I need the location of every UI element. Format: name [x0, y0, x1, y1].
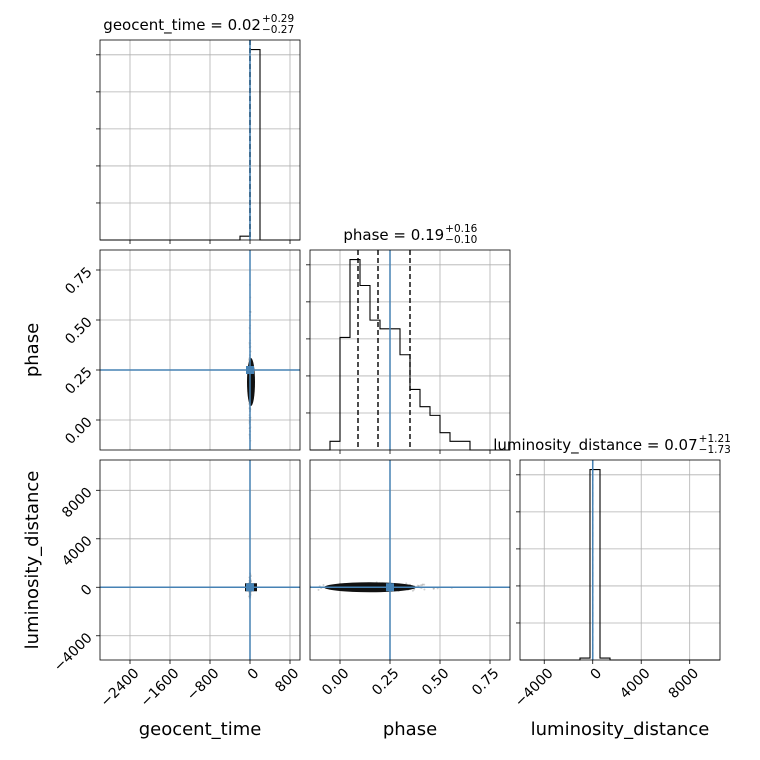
y-tick-label: 4000 [59, 533, 96, 570]
panel-geocent_time-vs-luminosity_distance [99, 459, 301, 661]
x-tick-label: 0.00 [319, 665, 352, 698]
panel-phase-vs-luminosity_distance [309, 459, 511, 661]
y-tick-label: 0.00 [62, 414, 95, 447]
title-value: luminosity_distance = 0.07 [493, 436, 697, 455]
panel-hist-luminosity_distance [519, 459, 721, 661]
title-value: geocent_time = 0.02 [103, 16, 261, 35]
x-tick-label: −4000 [512, 665, 557, 710]
sample-point [423, 588, 426, 591]
x-tick-label: 0.50 [419, 665, 452, 698]
scatter-geocent_time-vs-phase [247, 283, 255, 458]
sample-point [413, 588, 416, 591]
truth-marker [246, 583, 254, 592]
title-upper: +1.21 [699, 433, 731, 445]
x-tick-label: 0 [245, 665, 263, 683]
title-value: phase = 0.19 [343, 226, 444, 244]
x-tick-label: 0.25 [369, 665, 402, 698]
truth-marker [246, 366, 254, 374]
title-lower: −1.73 [699, 444, 731, 456]
x-tick-label: 800 [272, 665, 302, 695]
sample-point [322, 584, 325, 587]
x-axis-label-geocent_time: geocent_time [139, 719, 262, 740]
title-lower: −0.10 [445, 234, 477, 246]
sample-point [419, 584, 422, 587]
histogram-phase [310, 258, 510, 451]
title-geocent_time: geocent_time = 0.02 [103, 16, 261, 35]
y-tick-label: 0.75 [62, 264, 95, 297]
x-tick-label: 0 [588, 665, 606, 683]
y-axis-label-phase: phase [22, 323, 43, 377]
y-tick-label: 0.25 [62, 364, 95, 397]
sample-point [421, 584, 424, 587]
x-tick-label: 0.75 [469, 665, 502, 698]
y-axis-label-luminosity_distance: luminosity_distance [22, 471, 43, 650]
panel-geocent_time-vs-phase [99, 249, 301, 451]
panel-hist-phase [309, 249, 511, 451]
x-tick-label: −800 [184, 665, 223, 704]
density-core [247, 358, 255, 406]
y-tick-label: 8000 [59, 485, 96, 522]
sample-point [416, 584, 419, 587]
x-tick-label: 8000 [666, 665, 703, 702]
sample-point [411, 589, 414, 592]
y-tick-label: −4000 [51, 630, 96, 675]
sample-point [421, 583, 424, 586]
x-axis-label-phase: phase [383, 719, 437, 740]
x-tick-label: 4000 [617, 665, 654, 702]
title-upper: +0.16 [445, 223, 477, 235]
x-tick-label: −2400 [98, 665, 143, 710]
title-luminosity_distance: luminosity_distance = 0.07 [493, 436, 697, 455]
title-phase: phase = 0.19 [343, 226, 444, 244]
title-lower: −0.27 [262, 24, 294, 36]
panel-hist-geocent_time [99, 39, 301, 241]
sample-point [249, 456, 251, 458]
sample-point [423, 583, 426, 586]
sample-point [317, 588, 320, 591]
y-tick-label: 0.50 [62, 314, 95, 347]
title-upper: +0.29 [262, 13, 294, 25]
y-tick-label: 0 [78, 582, 96, 600]
truth-marker [386, 583, 394, 592]
x-tick-label: −1600 [138, 665, 183, 710]
sample-point [417, 584, 420, 587]
x-axis-label-luminosity_distance: luminosity_distance [531, 719, 710, 740]
sample-point [432, 587, 435, 590]
sample-point [405, 582, 408, 585]
